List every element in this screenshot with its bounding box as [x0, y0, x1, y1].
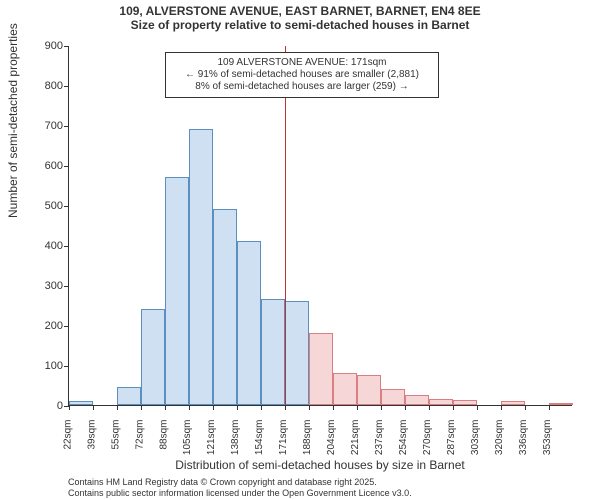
- ytick-mark: [64, 206, 69, 207]
- xtick-mark: [117, 405, 118, 410]
- bar-right: [549, 403, 573, 405]
- ytick-label: 800: [45, 80, 63, 92]
- histogram-chart: 109, ALVERSTONE AVENUE, EAST BARNET, BAR…: [0, 0, 600, 500]
- xtick-mark: [141, 405, 142, 410]
- title-line-2: Size of property relative to semi-detach…: [0, 18, 600, 32]
- xtick-label: 320sqm: [495, 420, 506, 456]
- xtick-mark: [405, 405, 406, 410]
- ytick-label: 900: [45, 40, 63, 52]
- xtick-label: 22sqm: [63, 420, 74, 450]
- chart-title: 109, ALVERSTONE AVENUE, EAST BARNET, BAR…: [0, 4, 600, 33]
- bar-left: [141, 309, 165, 405]
- ytick-mark: [64, 126, 69, 127]
- xtick-label: 254sqm: [399, 420, 410, 456]
- bar-left: [189, 129, 213, 405]
- xtick-mark: [237, 405, 238, 410]
- bar-left: [261, 299, 285, 405]
- xtick-label: 353sqm: [543, 420, 554, 456]
- xtick-label: 72sqm: [135, 420, 146, 450]
- bar-right: [405, 395, 429, 405]
- ytick-label: 200: [45, 320, 63, 332]
- ytick-label: 0: [57, 400, 63, 412]
- ytick-label: 400: [45, 240, 63, 252]
- annotation-box: 109 ALVERSTONE AVENUE: 171sqm ← 91% of s…: [165, 52, 439, 98]
- xtick-label: 221sqm: [351, 420, 362, 456]
- ytick-mark: [64, 166, 69, 167]
- xtick-label: 336sqm: [519, 420, 530, 456]
- xtick-label: 138sqm: [231, 420, 242, 456]
- bar-right: [381, 389, 405, 405]
- xtick-mark: [381, 405, 382, 410]
- xtick-mark: [285, 405, 286, 410]
- ytick-label: 600: [45, 160, 63, 172]
- bar-right: [309, 333, 333, 405]
- xtick-mark: [453, 405, 454, 410]
- xtick-label: 88sqm: [159, 420, 170, 450]
- xtick-label: 55sqm: [111, 420, 122, 450]
- xtick-label: 121sqm: [207, 420, 218, 456]
- xtick-mark: [93, 405, 94, 410]
- ytick-label: 700: [45, 120, 63, 132]
- ytick-mark: [64, 326, 69, 327]
- ytick-mark: [64, 86, 69, 87]
- xtick-label: 188sqm: [303, 420, 314, 456]
- bar-right: [501, 401, 525, 405]
- xtick-mark: [525, 405, 526, 410]
- xtick-label: 154sqm: [255, 420, 266, 456]
- bar-left: [213, 209, 237, 405]
- xtick-mark: [549, 405, 550, 410]
- annotation-line-1: 109 ALVERSTONE AVENUE: 171sqm: [172, 57, 432, 69]
- xtick-mark: [213, 405, 214, 410]
- bar-left: [117, 387, 141, 405]
- ytick-mark: [64, 366, 69, 367]
- xtick-mark: [429, 405, 430, 410]
- xtick-label: 303sqm: [471, 420, 482, 456]
- credits: Contains HM Land Registry data © Crown c…: [68, 477, 412, 498]
- xtick-label: 270sqm: [423, 420, 434, 456]
- xtick-mark: [165, 405, 166, 410]
- ytick-mark: [64, 246, 69, 247]
- annotation-line-3: 8% of semi-detached houses are larger (2…: [172, 81, 432, 93]
- bar-left: [285, 301, 309, 405]
- x-axis-label: Distribution of semi-detached houses by …: [68, 458, 572, 472]
- xtick-label: 237sqm: [375, 420, 386, 456]
- ytick-label: 100: [45, 360, 63, 372]
- xtick-mark: [501, 405, 502, 410]
- xtick-label: 39sqm: [87, 420, 98, 450]
- ytick-label: 300: [45, 280, 63, 292]
- bar-left: [237, 241, 261, 405]
- y-axis-label: Number of semi-detached properties: [6, 23, 20, 218]
- xtick-mark: [333, 405, 334, 410]
- bar-left: [165, 177, 189, 405]
- xtick-mark: [309, 405, 310, 410]
- bar-right: [429, 399, 453, 405]
- bar-left: [69, 401, 93, 405]
- xtick-mark: [189, 405, 190, 410]
- xtick-label: 287sqm: [447, 420, 458, 456]
- xtick-mark: [477, 405, 478, 410]
- xtick-mark: [69, 405, 70, 410]
- xtick-mark: [357, 405, 358, 410]
- ytick-mark: [64, 46, 69, 47]
- bar-right: [333, 373, 357, 405]
- title-line-1: 109, ALVERSTONE AVENUE, EAST BARNET, BAR…: [0, 4, 600, 18]
- bar-right: [453, 400, 477, 405]
- ytick-mark: [64, 286, 69, 287]
- credits-line-1: Contains HM Land Registry data © Crown c…: [68, 477, 412, 487]
- ytick-label: 500: [45, 200, 63, 212]
- reference-line: [285, 46, 286, 405]
- xtick-label: 171sqm: [279, 420, 290, 456]
- xtick-mark: [261, 405, 262, 410]
- plot-area: 010020030040050060070080090022sqm39sqm55…: [68, 46, 572, 406]
- xtick-label: 105sqm: [183, 420, 194, 456]
- annotation-line-2: ← 91% of semi-detached houses are smalle…: [172, 69, 432, 81]
- bar-right: [357, 375, 381, 405]
- xtick-label: 204sqm: [327, 420, 338, 456]
- credits-line-2: Contains public sector information licen…: [68, 488, 412, 498]
